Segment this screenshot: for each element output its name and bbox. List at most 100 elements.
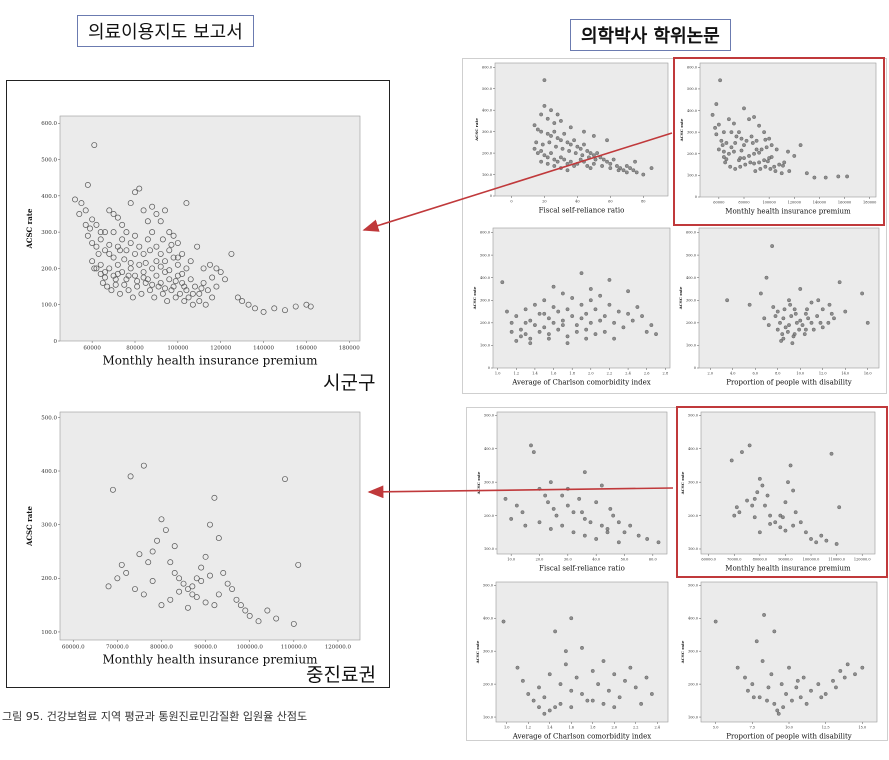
data-point	[166, 267, 173, 274]
x-tick-label: 100000.0	[803, 558, 820, 562]
data-point	[608, 166, 613, 171]
data-point	[556, 327, 561, 332]
x-tick-label: 16.0	[864, 372, 872, 376]
data-point	[585, 164, 590, 168]
data-point	[746, 688, 750, 693]
y-tick-label: 200.0	[482, 151, 492, 155]
data-point	[843, 309, 848, 314]
y-tick-label: 0	[488, 366, 490, 370]
y-tick-label: 400.0	[484, 447, 494, 451]
data-point	[786, 480, 790, 485]
data-point	[818, 320, 823, 325]
data-point	[628, 523, 633, 528]
data-point	[853, 672, 857, 677]
scatter-chart-r2a: 100.0 200.0 300.0 400.0 500.0 10.0 20.0 30.0 40.…	[476, 411, 668, 573]
data-point	[732, 513, 737, 518]
data-point	[798, 695, 803, 700]
data-point	[644, 329, 649, 334]
data-point	[125, 287, 132, 294]
data-point	[575, 144, 580, 149]
data-point	[147, 247, 153, 254]
data-point	[547, 140, 552, 145]
y-tick-label: 0	[54, 339, 58, 345]
data-point	[739, 148, 744, 153]
data-point	[78, 200, 85, 207]
data-point	[555, 136, 560, 140]
data-point	[545, 131, 550, 136]
data-point	[545, 116, 550, 121]
data-point	[612, 320, 617, 325]
data-point	[574, 323, 579, 327]
data-point	[179, 270, 186, 277]
data-point	[790, 698, 794, 703]
data-point	[134, 278, 141, 285]
data-point	[774, 147, 779, 152]
data-point	[560, 523, 565, 528]
data-point	[734, 134, 739, 139]
data-point	[710, 112, 715, 117]
data-point	[725, 298, 730, 303]
x-axis-label: Average of Charlson comorbidity index	[511, 379, 651, 387]
data-point	[633, 159, 637, 164]
y-tick-label: 100.0	[41, 630, 57, 636]
data-point	[582, 129, 586, 134]
data-point	[743, 162, 748, 167]
data-point	[768, 167, 773, 171]
x-tick-label: 14.0	[841, 372, 849, 376]
data-point	[752, 151, 756, 156]
data-point	[192, 283, 198, 290]
data-point	[727, 117, 731, 122]
data-point	[500, 280, 505, 285]
data-point	[842, 675, 847, 680]
y-tick-label: 500.0	[484, 414, 494, 418]
data-point	[585, 698, 590, 703]
data-point	[109, 486, 116, 493]
plot-area	[495, 581, 669, 723]
data-point	[89, 258, 96, 265]
y-tick-label: 400.0	[480, 276, 490, 280]
data-point	[574, 329, 579, 334]
data-point	[539, 149, 544, 153]
y-tick-label: 400.0	[687, 109, 697, 113]
data-point	[542, 311, 547, 316]
x-tick-label: 110000.0	[828, 558, 845, 562]
data-point	[149, 281, 156, 288]
data-point	[804, 171, 809, 176]
data-point	[754, 138, 759, 143]
y-tick-label: 400.0	[41, 194, 57, 200]
data-point	[624, 170, 629, 175]
data-point	[211, 602, 218, 609]
data-point	[765, 698, 769, 703]
data-point	[110, 254, 117, 261]
y-tick-label: 600.0	[687, 66, 697, 70]
data-point	[595, 151, 600, 155]
data-point	[184, 586, 191, 592]
x-tick-label: 30.0	[564, 558, 572, 562]
x-tick-label: 120000	[210, 346, 231, 352]
data-point	[198, 578, 205, 584]
x-tick-label: 80000	[738, 201, 749, 205]
data-point	[735, 665, 740, 670]
data-point	[789, 314, 794, 318]
data-point	[556, 309, 561, 314]
arrow-top	[362, 132, 673, 232]
data-point	[569, 705, 574, 710]
y-tick-label: 500.0	[482, 87, 492, 91]
data-point	[559, 155, 563, 160]
data-point	[537, 329, 542, 334]
data-point	[783, 528, 788, 533]
data-point	[601, 157, 606, 162]
data-point	[127, 260, 134, 266]
y-tick-label: 100.0	[480, 344, 490, 348]
data-point	[752, 115, 756, 119]
data-point	[551, 320, 556, 325]
data-point	[127, 200, 134, 207]
data-point	[718, 78, 723, 83]
data-point	[157, 250, 164, 257]
data-point	[548, 527, 553, 531]
data-point	[570, 296, 575, 300]
data-point	[760, 659, 765, 663]
data-point	[560, 291, 565, 296]
data-point	[750, 141, 755, 145]
data-point	[806, 316, 811, 321]
